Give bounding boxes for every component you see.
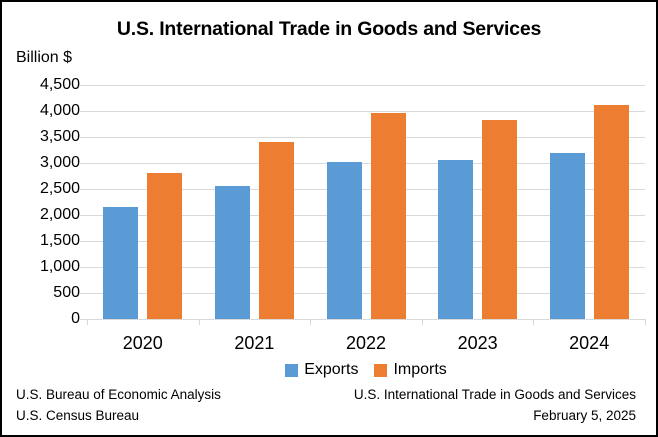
gridline-2000 xyxy=(87,215,645,216)
bar-exports-2021 xyxy=(214,186,250,319)
x-tick-label-2021: 2021 xyxy=(234,333,275,353)
y-tick-label-4000: 4,000 xyxy=(39,102,80,119)
bar-imports-2022 xyxy=(370,112,406,319)
gridline-4000 xyxy=(87,111,645,112)
bar-exports-2020 xyxy=(103,207,139,319)
y-tick-label-4500: 4,500 xyxy=(39,76,80,93)
x-tick-label-2022: 2022 xyxy=(345,333,387,353)
x-axis-tick-1 xyxy=(198,319,200,325)
source-line-2: U.S. Census Bureau xyxy=(16,408,140,423)
y-tick-label-2500: 2,500 xyxy=(39,180,80,197)
release-attribution: U.S. International Trade in Goods and Se… xyxy=(354,384,636,426)
y-axis-tick-1000 xyxy=(80,267,87,268)
gridline-2500 xyxy=(87,189,645,190)
bar-imports-2023 xyxy=(482,119,518,319)
legend-swatch-exports xyxy=(285,363,299,377)
y-axis-tick-500 xyxy=(80,293,87,294)
x-tick-label-2024: 2024 xyxy=(569,333,610,353)
x-tick-label-2023: 2023 xyxy=(457,333,498,353)
y-tick-label-2000: 2,000 xyxy=(39,206,80,223)
chart-title: U.S. International Trade in Goods and Se… xyxy=(116,18,542,40)
legend-label-exports: Exports xyxy=(304,361,359,378)
legend-swatch-imports xyxy=(374,363,388,377)
x-axis-tick-0 xyxy=(87,319,88,325)
bar-exports-2023 xyxy=(438,160,474,319)
bar-imports-2024 xyxy=(593,105,629,319)
legend-label-imports: Imports xyxy=(393,361,447,378)
x-axis-tick-3 xyxy=(421,319,423,325)
x-tick-label-2020: 2020 xyxy=(122,333,163,353)
bar-imports-2021 xyxy=(258,142,294,319)
y-tick-label-500: 500 xyxy=(53,284,80,301)
y-axis-tick-2500 xyxy=(80,189,87,190)
y-axis-tick-2000 xyxy=(80,215,87,216)
gridline-4500 xyxy=(87,85,645,86)
y-axis-tick-3000 xyxy=(80,163,87,164)
release-date: February 5, 2025 xyxy=(533,408,636,423)
x-axis-tick-5 xyxy=(645,319,646,325)
y-axis-tick-4500 xyxy=(80,85,87,86)
bar-exports-2024 xyxy=(549,153,585,319)
y-tick-label-1000: 1,000 xyxy=(39,258,80,275)
y-axis-unit-label: Billion $ xyxy=(16,49,73,66)
source-line-1: U.S. Bureau of Economic Analysis xyxy=(16,387,221,402)
gridline-3000 xyxy=(87,163,645,164)
legend: Exports Imports xyxy=(87,361,645,379)
legend-item-imports: Imports xyxy=(374,361,447,379)
gridline-3500 xyxy=(87,137,645,138)
source-attribution: U.S. Bureau of Economic Analysis U.S. Ce… xyxy=(16,384,221,426)
legend-item-exports: Exports xyxy=(285,361,358,379)
bar-exports-2022 xyxy=(326,161,362,319)
y-axis-tick-1500 xyxy=(80,241,87,242)
y-axis-tick-4000 xyxy=(80,111,87,112)
y-tick-label-3000: 3,000 xyxy=(39,154,80,171)
bar-imports-2020 xyxy=(147,172,183,319)
gridline-500 xyxy=(87,293,645,294)
y-tick-label-0: 0 xyxy=(71,310,80,327)
x-axis-tick-2 xyxy=(310,319,312,325)
gridline-1000 xyxy=(87,267,645,268)
gridline-0 xyxy=(87,319,645,320)
y-axis-tick-3500 xyxy=(80,137,87,138)
gridline-1500 xyxy=(87,241,645,242)
x-axis-tick-4 xyxy=(533,319,535,325)
y-axis-tick-0 xyxy=(80,319,87,320)
y-tick-label-3500: 3,500 xyxy=(39,128,80,145)
y-tick-label-1500: 1,500 xyxy=(39,232,80,249)
release-title: U.S. International Trade in Goods and Se… xyxy=(353,387,636,402)
